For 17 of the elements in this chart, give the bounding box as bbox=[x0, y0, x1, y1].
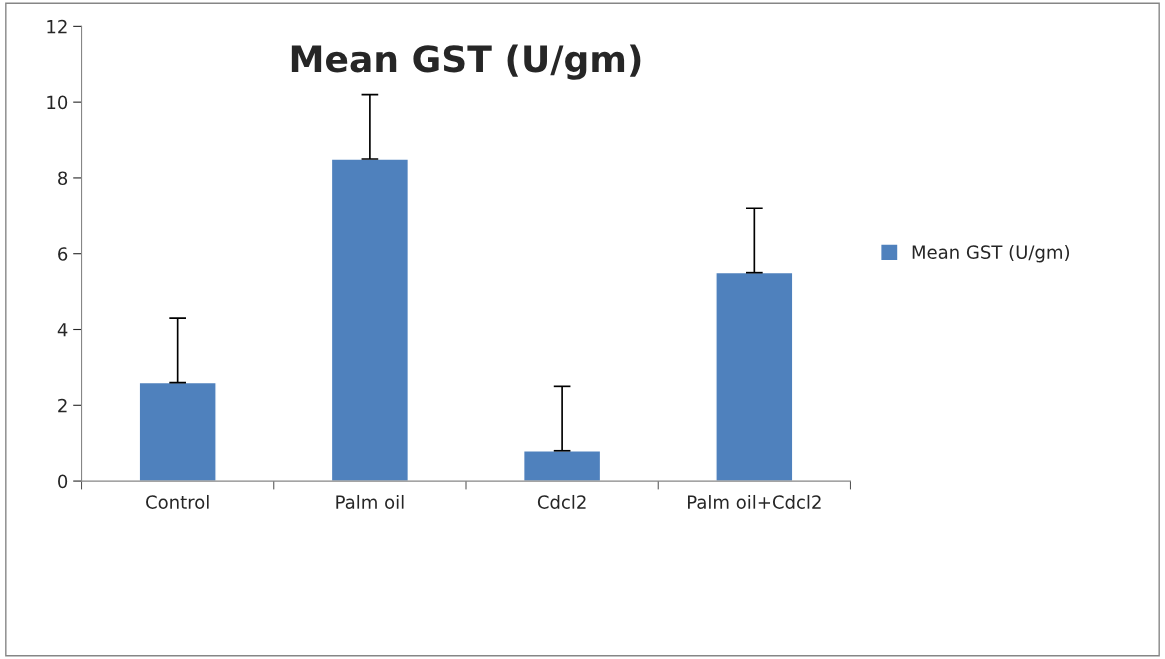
y-tick-label: 6 bbox=[58, 247, 68, 261]
y-tick-label: 10 bbox=[47, 95, 68, 110]
x-tick-label: Palm oil+Cdcl2 bbox=[688, 494, 821, 509]
bar bbox=[715, 271, 794, 482]
bar bbox=[330, 158, 410, 482]
y-tick-label: 8 bbox=[58, 171, 68, 186]
bar bbox=[138, 381, 217, 482]
chart-title: Mean GST (U/gm) bbox=[291, 44, 641, 80]
y-tick-label: 2 bbox=[58, 398, 67, 413]
x-tick-label: Control bbox=[146, 494, 209, 509]
y-tick-label: 0 bbox=[58, 474, 68, 489]
x-tick-label: Cdcl2 bbox=[537, 494, 586, 509]
y-tick-label: 4 bbox=[57, 323, 68, 337]
legend-label: Mean GST (U/gm) bbox=[912, 245, 1070, 263]
y-tick-label: 12 bbox=[47, 19, 67, 34]
bar bbox=[522, 450, 602, 482]
x-tick-label: Palm oil bbox=[336, 494, 404, 509]
